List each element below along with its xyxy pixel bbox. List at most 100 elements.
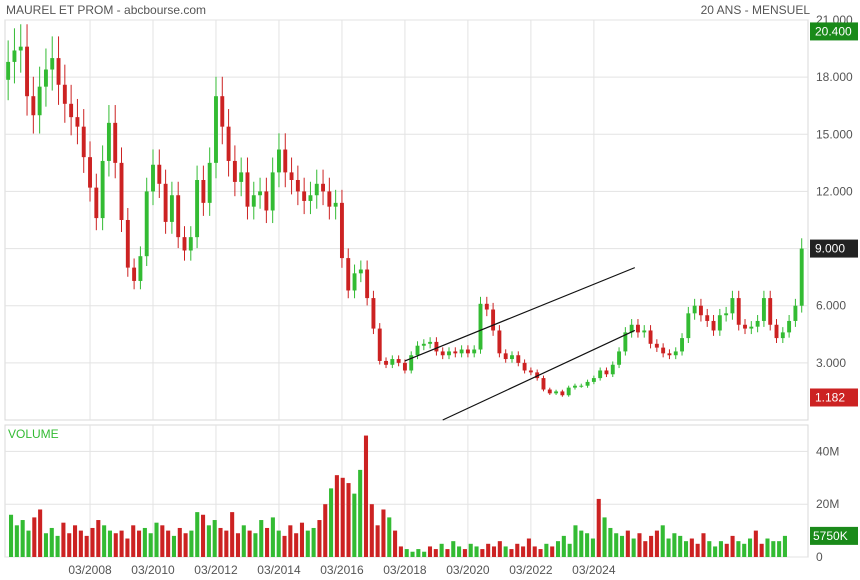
candle-body: [346, 258, 351, 291]
candle-body: [396, 359, 401, 363]
volume-bar: [78, 530, 83, 557]
candle-body: [295, 180, 300, 192]
volume-bar: [381, 509, 386, 557]
volume-bar: [439, 543, 444, 557]
candle-body: [188, 237, 193, 251]
volume-bar: [14, 525, 19, 557]
volume-bar: [730, 535, 735, 557]
volume-bar: [212, 520, 217, 557]
candle-body: [497, 330, 502, 354]
candle-body: [503, 353, 508, 360]
candle-body: [535, 372, 540, 379]
candle-body: [654, 343, 659, 348]
volume-bar: [596, 498, 601, 557]
volume-tick-label: 40M: [816, 444, 839, 458]
candle-body: [516, 355, 521, 363]
candle-body: [308, 195, 313, 201]
price-tick-label: 12.000: [816, 184, 853, 198]
candle-body: [251, 195, 256, 207]
volume-bar: [544, 543, 549, 557]
candle-body: [69, 103, 74, 118]
low-price-badge-bg: [810, 388, 858, 407]
candle-body: [358, 269, 363, 274]
candle-body: [478, 303, 483, 350]
volume-bar: [55, 535, 60, 557]
candle-body: [547, 389, 552, 394]
volume-last-badge: 5750K: [813, 529, 848, 543]
candle-body: [402, 362, 407, 371]
price-tick-label: 15.000: [816, 127, 853, 141]
volume-bar: [90, 527, 95, 557]
volume-bar: [177, 527, 182, 557]
volume-bar: [718, 541, 723, 557]
volume-bar: [96, 520, 101, 557]
volume-bar: [491, 546, 497, 557]
volume-bar: [619, 535, 625, 557]
candle-body: [371, 298, 376, 329]
candle-body: [598, 370, 603, 379]
volume-bar: [689, 538, 694, 557]
candle-body: [182, 237, 187, 251]
volume-bar: [654, 530, 659, 557]
volume-bar: [451, 541, 456, 557]
volume-bar: [276, 530, 281, 557]
candle-body: [321, 183, 326, 192]
volume-bar: [73, 525, 78, 557]
volume-bar: [695, 543, 700, 557]
candle-body: [510, 355, 514, 360]
candle-body: [724, 313, 729, 316]
volume-bar: [358, 469, 363, 557]
volume-grid: 0 20M 40M: [4, 424, 839, 564]
candle-body: [18, 46, 23, 51]
volume-bar: [590, 538, 595, 557]
candle-body: [787, 320, 792, 333]
volume-bar: [241, 525, 246, 557]
volume-bar: [282, 535, 287, 557]
x-tick-label: 03/2012: [194, 563, 238, 577]
volume-bar: [218, 527, 223, 557]
period-label: 20 ANS - MENSUEL: [701, 3, 811, 17]
price-tick-label: 3.000: [816, 356, 846, 370]
candle-body: [195, 180, 200, 238]
volume-bar: [625, 530, 630, 557]
volume-bar: [113, 533, 118, 557]
candle-body: [793, 305, 798, 321]
volume-bar: [701, 533, 706, 557]
candle-body: [138, 256, 143, 281]
volume-bar: [759, 543, 764, 557]
candle-body: [157, 164, 162, 184]
volume-bar: [154, 522, 159, 557]
volume-bar: [404, 549, 409, 557]
volume-bar: [753, 530, 758, 557]
volume-bar: [148, 533, 153, 557]
candle-body: [617, 351, 622, 365]
candle-body: [428, 341, 433, 344]
volume-bar: [49, 527, 54, 557]
candle-body: [151, 164, 155, 192]
volume-bar: [43, 533, 48, 557]
candle-body: [314, 183, 319, 196]
volume-bar: [649, 535, 654, 557]
volume-bar: [509, 549, 514, 557]
candle-body: [214, 96, 218, 163]
candle-body: [144, 191, 149, 257]
volume-bar: [393, 530, 398, 557]
volume-bar: [166, 530, 171, 557]
low-price-badge: 1.182: [815, 390, 845, 404]
x-tick-label: 03/2010: [131, 563, 175, 577]
candle-body: [636, 324, 640, 333]
volume-bar: [398, 546, 403, 557]
volume-bar: [713, 546, 718, 557]
volume-bar: [206, 525, 211, 557]
candle-body: [201, 180, 206, 203]
x-tick-label: 03/2018: [383, 563, 427, 577]
high-price-badge-bg: [810, 22, 858, 41]
volume-bar: [137, 530, 142, 557]
candle-body: [667, 353, 672, 356]
candle-body: [207, 162, 212, 203]
candle-body: [75, 117, 80, 127]
volume-bar: [9, 514, 14, 557]
candle-body: [648, 330, 653, 344]
candle-body: [421, 343, 426, 346]
volume-bar: [230, 512, 235, 557]
